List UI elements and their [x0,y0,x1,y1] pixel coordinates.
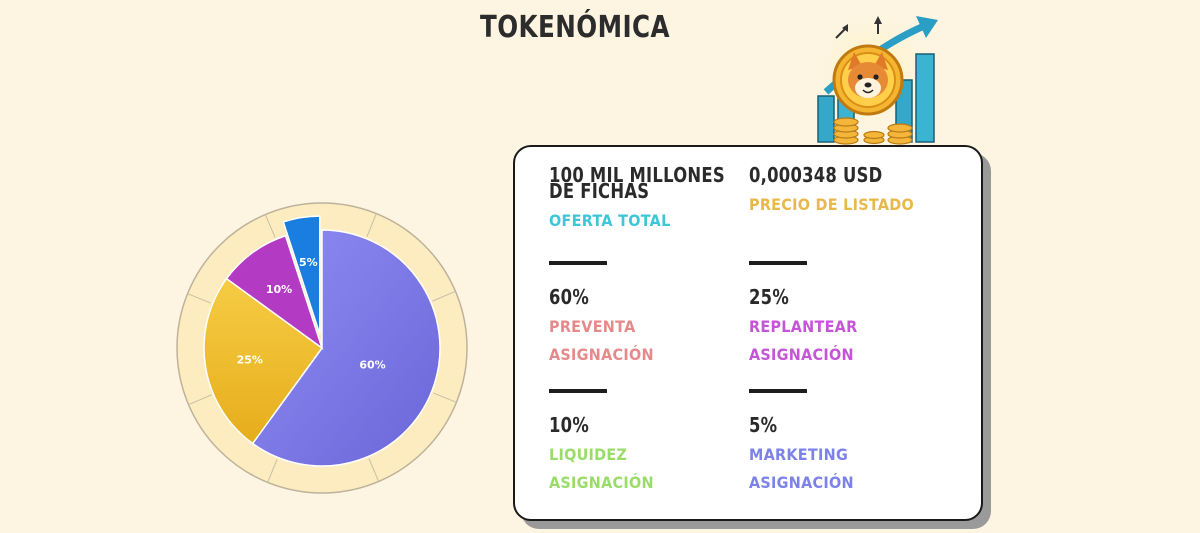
listing-price-label: PRECIO DE LISTADO [749,195,915,214]
pie-slice-label: 60% [359,358,385,371]
replant-block: 25% REPLANTEAR ASIGNACIÓN [749,285,949,369]
pie-slice-label: 5% [299,256,318,269]
presale-allocation-label: ASIGNACIÓN [549,345,654,364]
pie-ring-tick [188,394,212,406]
liquidity-block: 10% LIQUIDEZ ASIGNACIÓN [549,413,749,497]
pie-slice-25 [203,277,324,445]
tokenomics-info-card: 100 MIL MILLONES DE FICHAS OFERTA TOTAL … [513,145,983,521]
divider [549,261,607,265]
page-title: TOKENÓMICA [480,10,670,45]
divider [549,389,607,393]
pie-slice-60 [251,229,441,467]
pie-ring-tick [267,459,278,483]
pie-slice-label: 25% [237,353,263,366]
presale-label: PREVENTA [549,317,636,336]
replant-allocation-label: ASIGNACIÓN [749,345,854,364]
pie-slice-5 [282,215,321,335]
replant-value: 25% [749,285,790,309]
presale-block: 60% PREVENTA ASIGNACIÓN [549,285,749,369]
pie-ring-tick [187,293,211,304]
pie-ring-tick [264,214,276,238]
divider [749,389,807,393]
total-supply-block: 100 MIL MILLONES DE FICHAS OFERTA TOTAL [549,163,749,235]
pie-ring-tick [432,290,456,302]
listing-price-block: 0,000348 USD PRECIO DE LISTADO [749,163,949,219]
total-supply-value: 100 MIL MILLONES DE FICHAS [549,163,725,203]
pie-ring-tick [366,213,377,237]
pie-ring-tick [433,392,457,403]
liquidity-value: 10% [549,413,590,437]
pie-slice-label: 10% [266,283,292,296]
pie-slice-10 [225,234,324,350]
tokenomics-pie-chart: 60% 25% 10% 5% [176,202,468,494]
pie-ring-tick [368,458,380,482]
marketing-label: MARKETING [749,445,849,464]
total-supply-label: OFERTA TOTAL [549,211,671,230]
listing-price-value: 0,000348 USD [749,163,883,187]
divider [749,261,807,265]
presale-value: 60% [549,285,590,309]
liquidity-label: LIQUIDEZ [549,445,628,464]
marketing-allocation-label: ASIGNACIÓN [749,473,854,492]
replant-label: REPLANTEAR [749,317,858,336]
marketing-value: 5% [749,413,778,437]
marketing-block: 5% MARKETING ASIGNACIÓN [749,413,949,497]
liquidity-allocation-label: ASIGNACIÓN [549,473,654,492]
shiba-coin-illustration [804,8,944,145]
